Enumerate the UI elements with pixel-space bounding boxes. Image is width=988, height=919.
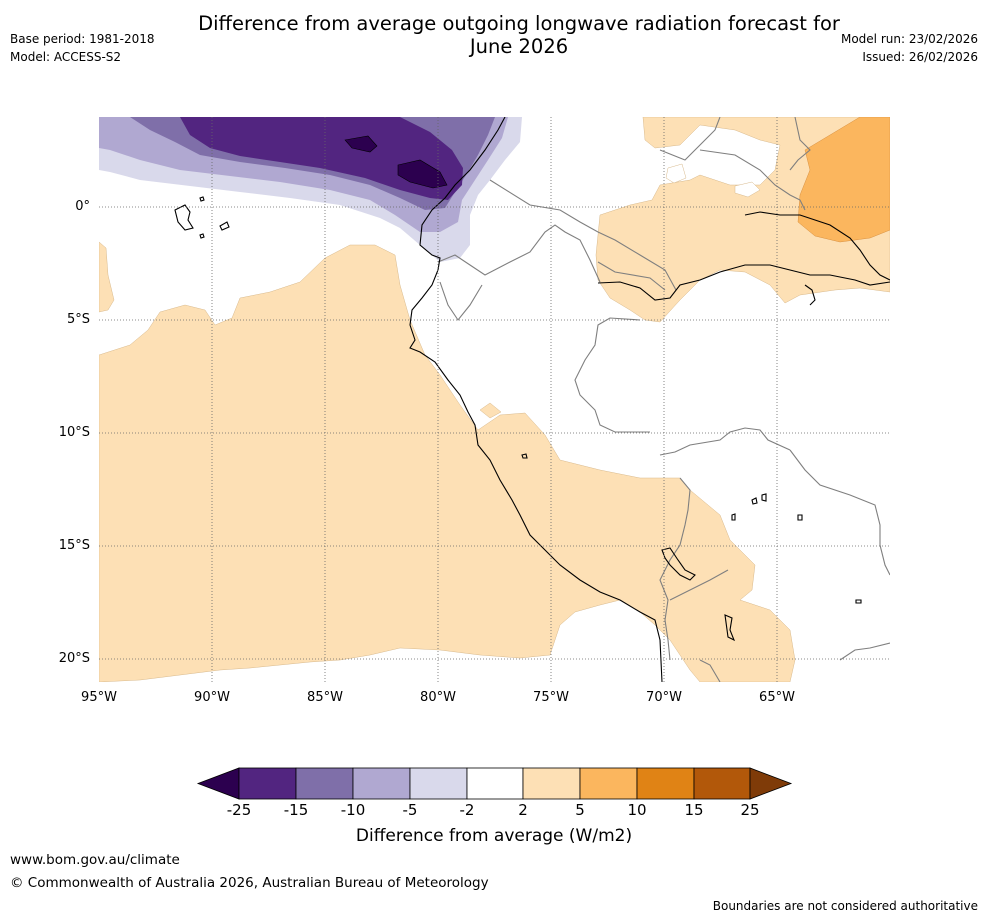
lon-label-65w: 65°W xyxy=(759,690,795,705)
colorbar-over-triangle xyxy=(749,767,793,800)
border-venezuela xyxy=(659,117,721,161)
coast-caribbean xyxy=(744,211,890,281)
colorbar-under-triangle xyxy=(196,767,240,800)
coast-pacific-south-america xyxy=(409,117,663,682)
border-colombia-brazil xyxy=(597,261,666,291)
lake-small-3 xyxy=(761,493,767,502)
border-bolivia-south xyxy=(669,569,729,601)
lat-label-5s: 5°S xyxy=(66,312,90,327)
model-name: Model: ACCESS-S2 xyxy=(10,50,122,64)
grid-lines xyxy=(99,117,890,682)
lake-small-2 xyxy=(751,497,758,505)
website-link[interactable]: www.bom.gov.au/climate xyxy=(10,852,180,868)
lake-small-1 xyxy=(521,453,528,459)
colorbar-bin-1 xyxy=(238,767,297,800)
lake-titicaca xyxy=(661,547,696,581)
anomaly-region-pale-orange-west xyxy=(99,241,115,313)
colorbar-bin-6 xyxy=(522,767,581,800)
disclaimer-text: Boundaries are not considered authoritat… xyxy=(712,899,978,913)
meta-left: Base period: 1981-2018 Model: ACCESS-S2 xyxy=(10,30,155,66)
title-line-1: Difference from average outgoing longwav… xyxy=(198,12,840,35)
river-amazon-mouth xyxy=(804,284,816,306)
meta-right: Model run: 23/02/2026 Issued: 26/02/2026 xyxy=(841,30,978,66)
anomaly-region-white-hole xyxy=(665,163,687,184)
colorbar-bin-7 xyxy=(579,767,638,800)
colorbar-bin-5 xyxy=(466,767,524,800)
anomaly-region-pale-orange-small xyxy=(479,402,502,419)
colorbar-tick: -15 xyxy=(283,801,309,819)
border-bolivia-east xyxy=(789,449,890,576)
border-peru-brazil xyxy=(574,317,650,433)
colorbar-tick: -25 xyxy=(226,801,252,819)
lon-label-85w: 85°W xyxy=(307,690,343,705)
border-guyana xyxy=(789,117,811,171)
border-peru-north xyxy=(439,281,483,321)
copyright-text: © Commonwealth of Australia 2026, Austra… xyxy=(10,875,489,891)
model-run: Model run: 23/02/2026 xyxy=(840,32,978,46)
lon-label-70w: 70°W xyxy=(646,690,682,705)
colorbar-tick: -2 xyxy=(459,801,475,819)
lat-label-10s: 10°S xyxy=(58,425,90,440)
colorbar-tick: 2 xyxy=(518,801,528,819)
chart-title: Difference from average outgoing longwav… xyxy=(150,12,888,58)
lake-small-4 xyxy=(731,513,736,521)
border-paraguay xyxy=(839,642,890,661)
colorbar-tick: -10 xyxy=(340,801,366,819)
title-line-2: June 2026 xyxy=(469,35,569,58)
map-area xyxy=(99,117,890,682)
border-bolivia-west xyxy=(659,477,691,661)
lon-label-80w: 80°W xyxy=(420,690,456,705)
border-chile-argentina xyxy=(699,659,721,682)
galapagos-small-1 xyxy=(199,196,205,202)
border-peru-bolivia xyxy=(659,427,791,456)
border-venezuela-2 xyxy=(699,149,806,211)
lake-small-5 xyxy=(797,514,803,521)
lon-label-95w: 95°W xyxy=(81,690,117,705)
lon-label-90w: 90°W xyxy=(194,690,230,705)
river-amazon xyxy=(597,264,890,301)
galapagos-santa-cruz xyxy=(219,221,230,231)
colorbar xyxy=(196,767,793,800)
colorbar-tick: 15 xyxy=(684,801,704,819)
colorbar-tick: 25 xyxy=(740,801,760,819)
anomaly-region-light-orange xyxy=(797,117,890,243)
colorbar-bin-3 xyxy=(352,767,411,800)
anomaly-region-pale-orange-south xyxy=(99,244,796,682)
lake-poopo xyxy=(724,614,736,642)
lat-label-15s: 15°S xyxy=(58,538,90,553)
country-borders xyxy=(437,117,890,682)
anomaly-region-very-dark-purple-1 xyxy=(344,135,378,153)
anomaly-region-white-hole-2 xyxy=(734,181,761,198)
lat-label-0: 0° xyxy=(75,199,90,214)
issued-date: Issued: 26/02/2026 xyxy=(862,50,978,64)
colorbar-label: Difference from average (W/m2) xyxy=(355,826,633,846)
galapagos-isabela xyxy=(174,204,194,231)
colorbar-bin-9 xyxy=(693,767,751,800)
galapagos-small-2 xyxy=(199,233,205,239)
colorbar-tick: -5 xyxy=(402,801,418,819)
coastlines xyxy=(174,117,890,682)
lon-label-75w: 75°W xyxy=(533,690,569,705)
lat-label-20s: 20°S xyxy=(58,651,90,666)
anomaly-region-very-dark-purple-2 xyxy=(397,159,448,189)
base-period: Base period: 1981-2018 xyxy=(10,32,155,46)
colorbar-bin-2 xyxy=(295,767,354,800)
anomaly-region-dark-purple xyxy=(180,117,463,200)
colorbar-tick: 10 xyxy=(627,801,647,819)
border-colombia-ecuador-peru xyxy=(437,224,601,283)
lake-small-6 xyxy=(855,599,862,604)
colorbar-bin-4 xyxy=(409,767,468,800)
colorbar-tick: 5 xyxy=(575,801,585,819)
colorbar-bin-8 xyxy=(636,767,695,800)
